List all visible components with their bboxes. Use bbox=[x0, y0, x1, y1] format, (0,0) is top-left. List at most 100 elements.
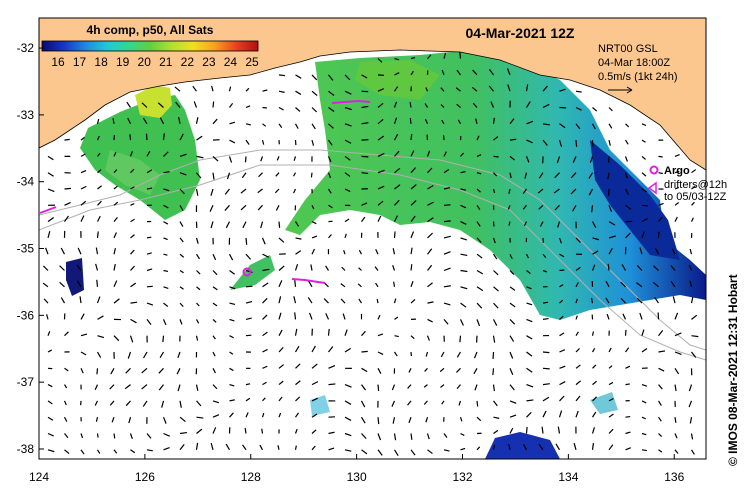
current-vector bbox=[556, 156, 561, 164]
current-info-line2: 04-Mar 18:00Z bbox=[598, 57, 670, 69]
current-vector bbox=[476, 446, 481, 451]
current-vector bbox=[608, 247, 613, 255]
current-vector bbox=[94, 384, 99, 390]
current-vector bbox=[375, 282, 379, 288]
current-vector bbox=[641, 172, 647, 177]
current-vector bbox=[608, 398, 614, 402]
current-vector bbox=[195, 384, 199, 391]
current-vector bbox=[128, 417, 132, 424]
current-vector bbox=[393, 281, 396, 287]
current-vector bbox=[509, 351, 514, 359]
current-vector bbox=[174, 86, 181, 92]
current-vector bbox=[591, 123, 596, 130]
current-vector bbox=[641, 188, 648, 193]
current-vector bbox=[275, 205, 280, 211]
current-vector bbox=[130, 282, 137, 288]
current-vector bbox=[424, 103, 429, 108]
current-vector bbox=[639, 312, 643, 320]
current-vector bbox=[460, 269, 468, 273]
current-vector bbox=[558, 237, 563, 244]
land-australia bbox=[39, 18, 706, 171]
current-vector bbox=[625, 431, 631, 435]
current-vector bbox=[375, 249, 379, 255]
current-vector bbox=[357, 283, 362, 288]
current-vector bbox=[141, 102, 148, 108]
current-vector bbox=[261, 428, 264, 434]
current-vector bbox=[658, 350, 666, 353]
current-vector bbox=[410, 231, 415, 239]
current-vector bbox=[641, 204, 649, 207]
current-vector bbox=[95, 247, 99, 255]
current-vector bbox=[427, 449, 433, 455]
current-vector bbox=[245, 285, 253, 288]
current-vector bbox=[392, 264, 396, 271]
current-vector bbox=[244, 156, 247, 163]
current-vector bbox=[130, 168, 135, 174]
current-vector bbox=[344, 139, 352, 144]
current-vector bbox=[443, 319, 449, 325]
current-vector bbox=[456, 103, 461, 108]
current-vector bbox=[575, 266, 581, 271]
current-vector bbox=[163, 269, 169, 272]
current-vector bbox=[245, 105, 251, 109]
current-vector bbox=[212, 400, 220, 404]
current-vector bbox=[559, 365, 566, 369]
current-vector bbox=[559, 269, 565, 272]
current-vector bbox=[525, 101, 531, 108]
current-vector bbox=[361, 122, 369, 125]
x-tick-label: 128 bbox=[241, 470, 261, 484]
current-vector bbox=[159, 351, 165, 359]
current-vector bbox=[179, 172, 187, 176]
current-vector bbox=[377, 384, 380, 392]
current-vector bbox=[146, 187, 153, 190]
current-vector bbox=[229, 139, 236, 144]
current-vector bbox=[245, 139, 250, 145]
y-tick-label: -36 bbox=[17, 308, 35, 322]
current-vector bbox=[542, 351, 550, 354]
current-vector bbox=[311, 205, 315, 210]
current-vector bbox=[358, 298, 363, 304]
current-vector bbox=[64, 433, 69, 439]
current-vector bbox=[620, 281, 626, 288]
current-vector bbox=[636, 297, 643, 304]
current-vector bbox=[179, 431, 187, 435]
argo-legend: Argo drifters@12h to 05/03-12Z bbox=[647, 165, 727, 203]
current-vector bbox=[146, 302, 154, 306]
current-vector bbox=[257, 204, 263, 211]
current-vector bbox=[229, 318, 235, 322]
argo-legend-line1: drifters@12h bbox=[664, 179, 727, 191]
current-vector bbox=[658, 367, 665, 372]
current-vector bbox=[262, 348, 268, 353]
current-vector bbox=[509, 318, 516, 325]
current-vector bbox=[410, 200, 417, 206]
current-vector bbox=[377, 169, 385, 174]
current-vector bbox=[426, 150, 431, 157]
current-vector bbox=[641, 384, 648, 387]
current-vector bbox=[608, 123, 613, 129]
current-vector bbox=[293, 188, 297, 194]
current-vector bbox=[427, 185, 434, 190]
current-vector bbox=[689, 280, 693, 287]
current-vector bbox=[476, 237, 482, 243]
current-vector bbox=[159, 117, 165, 125]
current-vector bbox=[113, 216, 118, 222]
current-vector bbox=[311, 74, 318, 81]
current-vector bbox=[47, 432, 54, 437]
current-vector bbox=[473, 351, 478, 359]
current-vector bbox=[113, 247, 117, 255]
current-vector bbox=[554, 204, 560, 211]
current-vector bbox=[542, 410, 547, 418]
current-vector bbox=[311, 345, 316, 353]
current-vector bbox=[689, 248, 693, 255]
current-vector bbox=[80, 368, 84, 374]
current-vector bbox=[674, 170, 680, 174]
date-label: 04-Mar-2021 12Z bbox=[466, 25, 575, 41]
current-vector bbox=[410, 449, 416, 456]
current-vector bbox=[47, 331, 51, 336]
current-vector bbox=[96, 433, 99, 438]
current-vector bbox=[555, 443, 561, 451]
current-vector bbox=[224, 204, 230, 211]
current-vector bbox=[212, 118, 218, 125]
current-vector bbox=[260, 221, 264, 229]
current-vector bbox=[360, 416, 366, 424]
